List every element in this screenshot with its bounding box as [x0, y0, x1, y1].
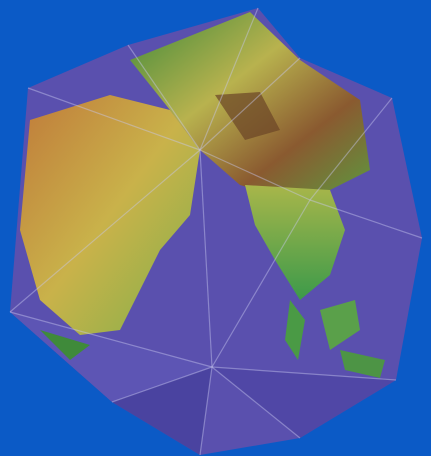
edge — [199, 149, 311, 201]
mountains — [215, 92, 280, 140]
edge — [211, 366, 397, 381]
land-island — [285, 300, 305, 360]
land-island — [340, 350, 385, 378]
edge — [9, 311, 213, 368]
edge — [199, 7, 259, 151]
edge — [199, 366, 213, 456]
edge — [9, 149, 201, 313]
edge — [309, 199, 423, 239]
edge — [199, 57, 301, 151]
facet-shade — [212, 367, 396, 438]
land-island — [320, 300, 360, 350]
land-india — [245, 185, 345, 300]
land-island — [40, 330, 90, 360]
land-africa — [20, 95, 200, 335]
edge — [211, 366, 301, 439]
facet-shade — [10, 312, 212, 402]
edge — [111, 366, 213, 403]
edge — [127, 44, 201, 151]
edge — [211, 199, 311, 368]
edge — [199, 149, 213, 368]
edge — [27, 87, 201, 151]
facet-shade — [112, 367, 212, 455]
facet-edges — [9, 7, 423, 456]
edge — [309, 97, 393, 201]
